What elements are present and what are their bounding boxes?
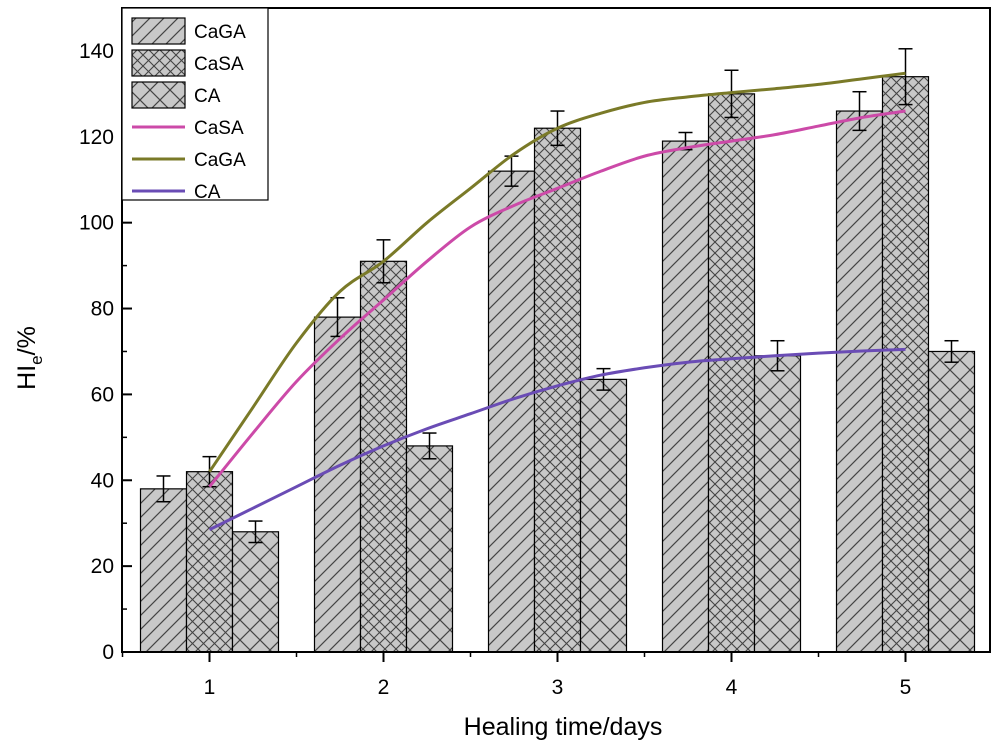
y-tick-label-20: 20 <box>91 555 114 578</box>
axes-layer: 0 20 40 60 80 100 120 140 1 2 3 4 5 <box>79 7 991 699</box>
x-tick-label-4: 4 <box>726 676 738 699</box>
legend: CaGA CaSA CA CaSA CaGA CA <box>121 7 269 203</box>
legend-bar-ca-label: CA <box>194 86 221 107</box>
fit-line-casa <box>208 109 906 488</box>
bar-casa-day-5 <box>881 76 930 653</box>
bars-layer <box>139 76 976 653</box>
bar-casa-day-2 <box>359 260 408 653</box>
bar-ca-day-2 <box>405 445 454 653</box>
bar-casa-day-4 <box>707 93 756 653</box>
x-tick-label-2: 2 <box>378 676 390 699</box>
y-tick-label-80: 80 <box>91 298 114 321</box>
bar-caga-day-4 <box>661 140 710 653</box>
fit-lines-layer <box>208 71 906 531</box>
legend-bar-caga-swatch <box>131 17 186 45</box>
bar-casa-day-1 <box>185 471 234 653</box>
bar-caga-day-5 <box>835 110 884 653</box>
bar-caga-day-3 <box>487 170 536 653</box>
bar-caga-day-1 <box>139 488 188 653</box>
x-tick-label-5: 5 <box>900 676 912 699</box>
x-tick-label-3: 3 <box>552 676 564 699</box>
y-axis-title: HIe/% <box>13 326 46 390</box>
legend-bar-casa-label: CaSA <box>194 54 244 75</box>
y-tick-label-0: 0 <box>102 641 114 664</box>
bar-ca-day-4 <box>753 355 802 653</box>
y-tick-label-140: 140 <box>79 40 114 63</box>
legend-line-casa-label: CaSA <box>194 118 244 139</box>
legend-bar-ca-swatch <box>131 81 186 109</box>
y-tick-label-60: 60 <box>91 383 114 406</box>
bar-ca-day-5 <box>927 350 976 653</box>
legend-line-ca-label: CA <box>194 182 221 203</box>
fit-line-caga <box>208 71 906 473</box>
y-tick-label-120: 120 <box>79 126 114 149</box>
y-tick-label-100: 100 <box>79 212 114 235</box>
plot-frame <box>121 7 991 653</box>
y-tick-label-40: 40 <box>91 469 114 492</box>
x-axis-title: Healing time/days <box>464 713 663 741</box>
x-tick-label-1: 1 <box>204 676 216 699</box>
legend-bar-casa-swatch <box>131 49 186 77</box>
bar-ca-day-1 <box>231 531 280 653</box>
bar-ca-day-3 <box>579 378 628 653</box>
bar-caga-day-2 <box>313 316 362 653</box>
legend-bar-caga-label: CaGA <box>194 22 246 43</box>
fit-line-ca <box>208 347 906 531</box>
legend-line-caga-label: CaGA <box>194 150 246 171</box>
error-bars-layer <box>156 48 959 544</box>
